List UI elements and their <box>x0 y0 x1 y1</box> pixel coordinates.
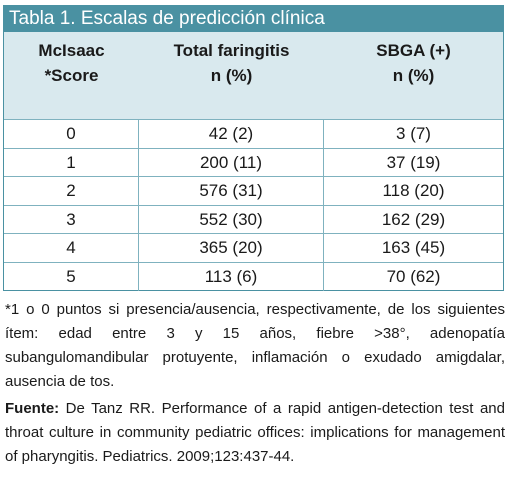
cell-score: 1 <box>4 148 139 176</box>
cell-sbga: 163 (45) <box>381 238 446 257</box>
cell-sbga: 37 (19) <box>386 152 441 172</box>
cell-total: 200 (11) <box>139 148 324 176</box>
cell-sbga: 70 (62) <box>386 266 441 286</box>
cell-score: 5 <box>4 262 139 291</box>
cell-score: 4 <box>4 234 139 262</box>
table-title: Tabla 1. Escalas de predicción clínica <box>4 6 503 32</box>
cell-sbga: 3 (7) <box>396 124 431 143</box>
table-row: 2 576 (31) 118 (20) <box>4 177 503 206</box>
source-citation: Fuente: De Tanz RR. Performance of a rap… <box>5 397 505 469</box>
cell-total: 576 (31) <box>139 177 324 205</box>
header-mcisaac-score: McIsaac *Score <box>4 32 139 119</box>
header-line: *Score <box>44 66 99 85</box>
table-row: 0 42 (2) 3 (7) <box>4 120 503 149</box>
header-line: McIsaac <box>38 41 105 60</box>
cell-sbga: 162 (29) <box>381 209 446 229</box>
source-text: De Tanz RR. Performance of a rapid antig… <box>5 400 505 465</box>
table-row: 3 552 (30) 162 (29) <box>4 205 503 234</box>
header-sbga: SBGA (+) n (%) <box>324 32 503 119</box>
clinical-prediction-table: Tabla 1. Escalas de predicción clínica M… <box>3 5 504 291</box>
header-line: n (%) <box>392 66 435 85</box>
cell-score: 0 <box>4 120 139 148</box>
cell-total: 42 (2) <box>139 120 324 148</box>
table-row: 1 200 (11) 37 (19) <box>4 148 503 177</box>
table-row: 5 113 (6) 70 (62) <box>4 262 503 291</box>
header-line: SBGA (+) <box>376 41 451 60</box>
table-body: 0 42 (2) 3 (7) 1 200 (11) 37 (19) 2 576 … <box>4 120 503 291</box>
header-line: Total faringitis <box>173 41 290 60</box>
cell-score: 2 <box>4 177 139 205</box>
cell-total: 365 (20) <box>139 234 324 262</box>
source-label: Fuente: <box>5 400 60 417</box>
header-total-faringitis: Total faringitis n (%) <box>139 32 324 119</box>
cell-score: 3 <box>4 205 139 233</box>
table-footnote: *1 o 0 puntos si presencia/ausencia, res… <box>5 301 505 390</box>
header-line: n (%) <box>210 66 253 85</box>
table-row: 4 365 (20) 163 (45) <box>4 234 503 263</box>
cell-sbga: 118 (20) <box>382 181 445 200</box>
cell-total: 552 (30) <box>139 205 324 233</box>
cell-total: 113 (6) <box>139 262 324 291</box>
table-header-row: McIsaac *Score Total faringitis n (%) SB… <box>4 32 503 120</box>
